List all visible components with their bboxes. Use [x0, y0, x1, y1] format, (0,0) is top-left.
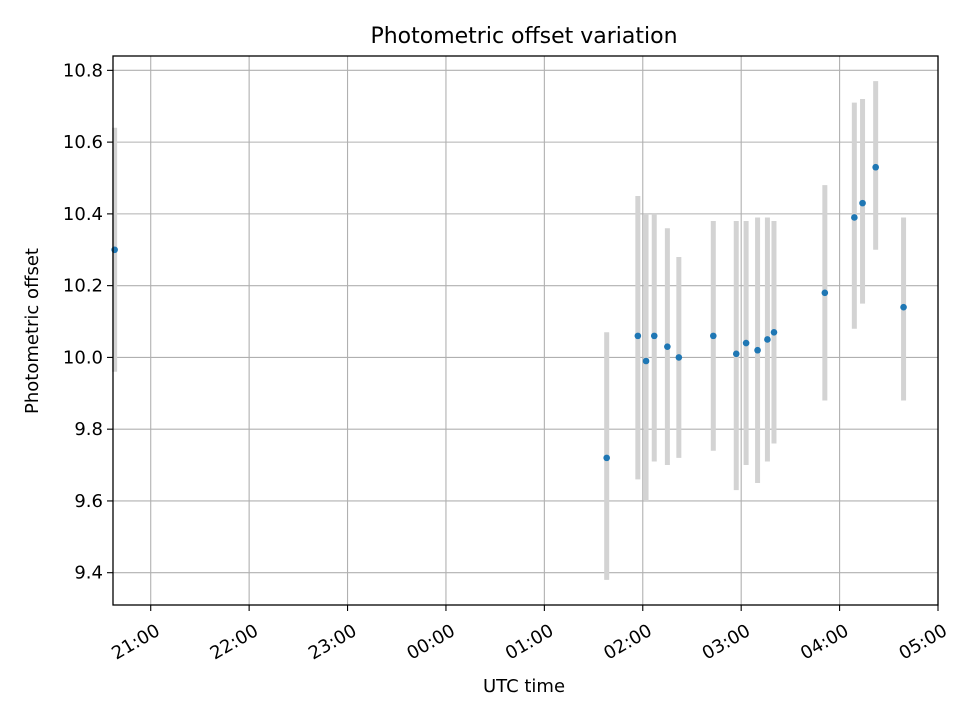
y-tick-label: 10.0: [63, 347, 103, 368]
data-point: [859, 199, 866, 207]
data-point: [770, 328, 778, 336]
y-tick-label: 9.6: [74, 491, 103, 512]
data-point: [900, 303, 907, 311]
y-tick-label: 9.8: [74, 419, 103, 440]
axes-frame: [112, 55, 939, 606]
y-tick-label: 10.6: [63, 132, 103, 153]
data-point: [872, 163, 879, 171]
x-axis-label: UTC time: [483, 676, 565, 697]
data-point: [111, 246, 118, 254]
data-point: [675, 354, 683, 361]
y-axis-label: Photometric offset: [22, 248, 43, 414]
data-point: [664, 343, 671, 350]
data-point: [732, 350, 740, 358]
data-point: [764, 336, 771, 343]
y-tick-label: 10.4: [63, 204, 103, 225]
data-point: [603, 454, 610, 462]
data-point: [709, 332, 717, 340]
data-point: [634, 332, 642, 340]
data-point: [821, 289, 829, 297]
data-point: [650, 332, 658, 340]
y-tick-label: 9.4: [74, 563, 103, 584]
data-point: [754, 346, 761, 354]
grid: [113, 56, 939, 605]
y-tick-label: 10.2: [63, 276, 103, 297]
data-point: [851, 214, 858, 221]
data-point: [742, 339, 750, 347]
y-tick-label: 10.8: [63, 60, 103, 81]
chart-title: Photometric offset variation: [370, 24, 677, 49]
data-point: [642, 357, 650, 365]
data-points: [111, 163, 907, 462]
